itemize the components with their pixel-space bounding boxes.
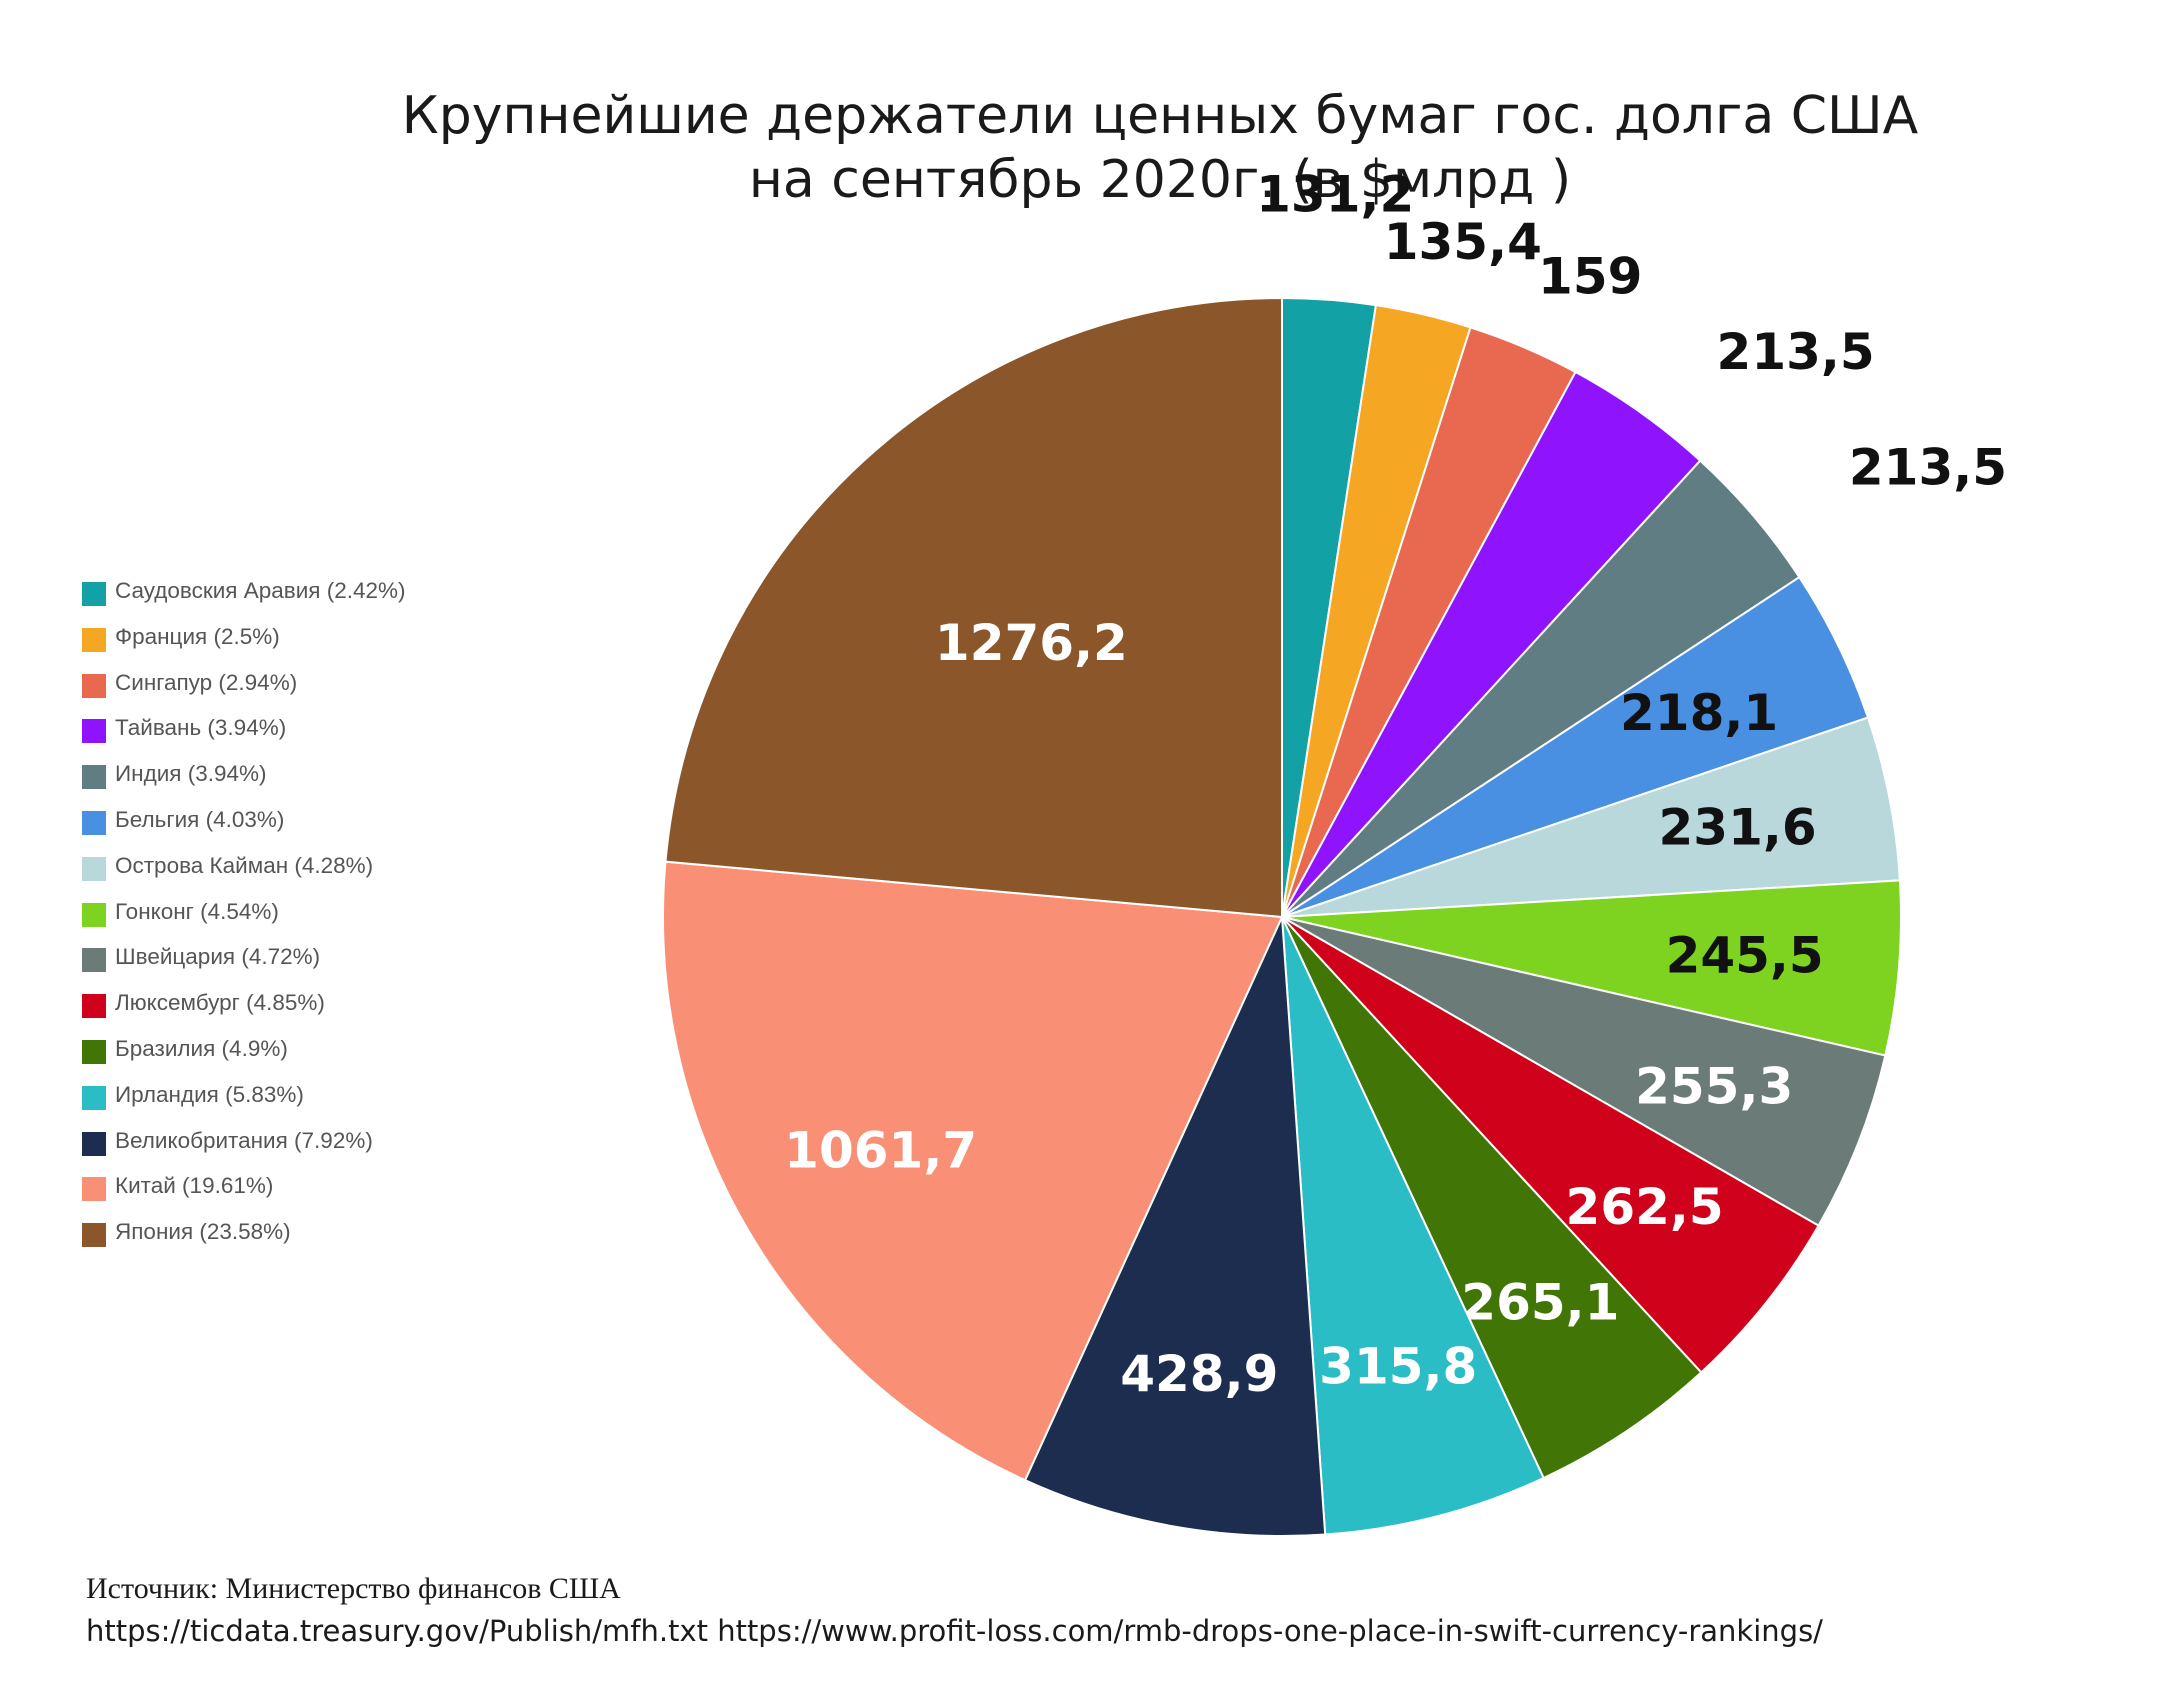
legend-label: Великобритания (7.92%) [115, 1127, 373, 1153]
slice-value-label: 135,4 [1384, 213, 1542, 271]
chart-title-block: Крупнейшие держатели ценных бумаг гос. д… [180, 84, 2140, 212]
legend-label: Бразилия (4.9%) [115, 1036, 288, 1061]
slice-value-label: 218,1 [1620, 684, 1778, 742]
legend-swatch [82, 902, 106, 927]
pie-slice-10 [1281, 916, 1820, 1374]
legend-swatch [82, 1085, 106, 1110]
chart-title: Крупнейшие держатели ценных бумаг гос. д… [401, 86, 1919, 146]
legend-swatch [82, 627, 106, 652]
legend-label: Тайвань (3.94%) [115, 715, 287, 741]
pie-slice-11 [1281, 916, 1703, 1480]
slice-value-label: 213,5 [1849, 439, 2007, 497]
legend-swatch [82, 765, 106, 790]
pie-slice-9 [1281, 916, 1887, 1228]
legend-swatch [82, 673, 106, 698]
slice-value-label: 255,3 [1635, 1058, 1793, 1116]
pie-slice-12 [1281, 916, 1545, 1536]
pie-slice-15 [664, 296, 1283, 919]
slice-value-label: 265,1 [1461, 1274, 1619, 1332]
legend-label: Бельгия (4.03%) [115, 807, 285, 832]
legend-swatch [82, 948, 106, 973]
legend-swatch [82, 994, 106, 1019]
legend-swatch [82, 811, 106, 835]
slice-value-label: 315,8 [1319, 1337, 1477, 1395]
chart-subtitle: на сентябрь 2020г. (в $млрд ) [748, 150, 1572, 210]
slice-value-label: 245,5 [1666, 927, 1824, 985]
legend-label: Люксембург (4.85%) [115, 990, 325, 1016]
slice-value-label: 262,5 [1566, 1178, 1724, 1236]
legend-label: Индия (3.94%) [115, 761, 267, 787]
pie-slice-7 [1281, 716, 1901, 918]
legend-swatch [82, 582, 106, 606]
slice-value-label: 159 [1538, 247, 1642, 305]
slice-value-label: 131,2 [1256, 166, 1414, 224]
legend-label: Япония (23.58%) [115, 1219, 291, 1245]
slice-value-label: 1061,7 [784, 1121, 977, 1179]
legend-label: Швейцария (4.72%) [115, 944, 321, 970]
legend-label: Саудовския Аравия (2.42%) [115, 578, 406, 603]
legend-swatch [82, 1177, 106, 1202]
legend-swatch [82, 856, 106, 881]
source-line: Источник: Министерство финансов США [86, 1572, 621, 1605]
legend-label: Китай (19.61%) [115, 1173, 274, 1199]
legend-label: Сингапур (2.94%) [115, 669, 298, 695]
slice-value-label: 213,5 [1717, 323, 1875, 381]
legend-swatch [82, 1223, 106, 1248]
source-note: Источник: Министерство финансов США http… [86, 1568, 1823, 1652]
legend-swatch [82, 1131, 106, 1156]
legend-swatch [82, 1040, 106, 1064]
source-urls: https://ticdata.treasury.gov/Publish/mfh… [86, 1614, 1823, 1648]
pie-slice-8 [1281, 879, 1902, 1057]
legend-label: Гонконг (4.54%) [115, 898, 279, 924]
legend-label: Острова Кайман (4.28%) [115, 852, 374, 878]
pie-slice-14 [662, 860, 1284, 1482]
legend-label: Ирландия (5.83%) [115, 1081, 304, 1107]
slice-value-label: 1276,2 [935, 614, 1128, 672]
slice-value-label: 428,9 [1120, 1345, 1278, 1403]
legend-label: Франция (2.5%) [115, 623, 280, 649]
slice-value-label: 231,6 [1658, 799, 1816, 857]
legend-swatch [82, 719, 106, 744]
pie-slice-13 [1023, 916, 1327, 1537]
